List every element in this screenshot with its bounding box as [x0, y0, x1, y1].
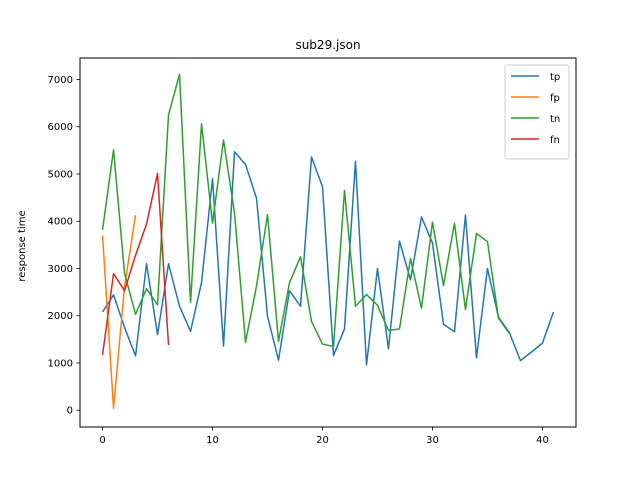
y-tick-label: 7000 [48, 75, 73, 86]
x-tick-label: 20 [316, 435, 329, 446]
y-tick-label: 3000 [48, 264, 73, 275]
plot-frame [79, 57, 577, 428]
legend-label-fp: fp [550, 93, 560, 104]
series-line-tp [101, 151, 555, 366]
legend-label-tn: tn [550, 114, 560, 125]
y-tick-label: 4000 [48, 217, 73, 228]
y-axis-label: response time [17, 210, 28, 281]
x-tick-label: 40 [536, 435, 549, 446]
y-tick-label: 0 [67, 406, 73, 417]
y-axis: 0 1000 2000 3000 4000 5000 6000 7000 [48, 75, 80, 417]
legend-box [504, 64, 570, 160]
x-tick-label: 30 [426, 435, 439, 446]
series-line-fp [101, 214, 137, 410]
chart-title: sub29.json [295, 38, 360, 52]
y-tick-label: 5000 [48, 169, 73, 180]
x-axis: 0 10 20 30 40 [99, 427, 549, 446]
y-tick-label: 1000 [48, 358, 73, 369]
y-tick-label: 6000 [48, 122, 73, 133]
legend: tp fp tn fn [504, 64, 570, 160]
x-tick-label: 10 [206, 435, 219, 446]
series-line-tn [101, 73, 511, 348]
series-line-fn [101, 172, 170, 356]
plot-lines [101, 73, 555, 410]
legend-label-tp: tp [550, 72, 560, 83]
legend-label-fn: fn [550, 135, 560, 146]
y-tick-label: 2000 [48, 311, 73, 322]
x-tick-label: 0 [99, 435, 105, 446]
